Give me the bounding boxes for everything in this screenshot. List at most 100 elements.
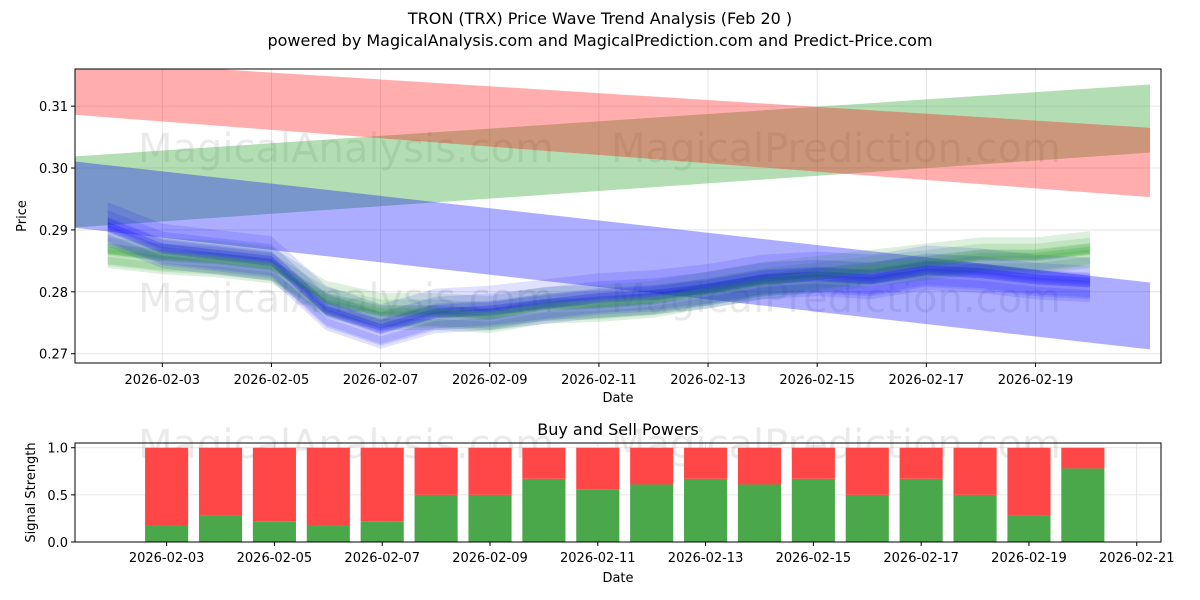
y-tick-label: 0.31 bbox=[39, 100, 68, 115]
buy-bar bbox=[522, 478, 566, 542]
sell-bar bbox=[360, 447, 404, 522]
y-tick-label: 0.28 bbox=[39, 286, 68, 301]
bar-chart-title: Buy and Sell Powers bbox=[537, 420, 699, 439]
x-tick-label: 2026-02-09 bbox=[452, 373, 528, 388]
buy-bar bbox=[576, 489, 620, 542]
x-tick-label: 2026-02-03 bbox=[125, 373, 201, 388]
x-tick-label: 2026-02-15 bbox=[776, 551, 852, 566]
green-wave-ribbon bbox=[107, 244, 1091, 321]
x-tick-label: 2026-02-15 bbox=[779, 373, 855, 388]
blue-wave-core bbox=[107, 221, 1091, 334]
trend-band bbox=[75, 84, 1151, 228]
buy-bar bbox=[630, 484, 674, 542]
chart-title: TRON (TRX) Price Wave Trend Analysis (Fe… bbox=[407, 9, 793, 28]
x-tick-label: 2026-02-07 bbox=[344, 551, 420, 566]
blue-wave-ribbon bbox=[107, 218, 1091, 333]
sell-bar bbox=[791, 447, 835, 479]
x-tick-label: 2026-02-07 bbox=[343, 373, 419, 388]
x-tick-label: 2026-02-13 bbox=[668, 551, 744, 566]
sell-bar bbox=[1007, 447, 1051, 516]
green-wave-ribbon bbox=[107, 243, 1091, 330]
x-tick-label: 2026-02-11 bbox=[560, 551, 636, 566]
buy-bar bbox=[360, 521, 404, 542]
x-tick-label: 2026-02-09 bbox=[452, 551, 528, 566]
bar-series bbox=[145, 447, 1105, 542]
x-axis-label: Date bbox=[602, 391, 633, 406]
sell-bar bbox=[737, 447, 782, 485]
x-axis-label: Date bbox=[602, 571, 633, 586]
sell-bar bbox=[684, 447, 728, 479]
watermark-text: MagicalAnalysis.com bbox=[138, 126, 554, 172]
y-axis-label: Signal Strength bbox=[24, 442, 39, 542]
green-wave-ribbon bbox=[107, 256, 1091, 334]
buy-bar bbox=[468, 494, 512, 542]
sell-bar bbox=[576, 447, 620, 490]
watermark-text: MagicalPrediction.com bbox=[611, 276, 1061, 322]
buy-bar bbox=[252, 521, 296, 542]
buy-bar bbox=[1007, 515, 1051, 542]
buy-bar bbox=[1061, 468, 1105, 542]
sell-bar bbox=[414, 447, 458, 495]
trend-band bbox=[75, 69, 1151, 198]
y-tick-label: 0.27 bbox=[39, 348, 68, 363]
x-tick-label: 2026-02-17 bbox=[889, 373, 965, 388]
x-tick-label: 2026-02-21 bbox=[1099, 551, 1175, 566]
watermark-text: MagicalAnalysis.com bbox=[138, 276, 554, 322]
buy-bar bbox=[414, 494, 458, 542]
sell-bar bbox=[899, 447, 943, 479]
buy-bar bbox=[306, 525, 350, 542]
watermark-group: MagicalAnalysis.com MagicalPrediction.com… bbox=[138, 126, 1061, 322]
x-tick-label: 2026-02-05 bbox=[234, 373, 310, 388]
watermark-text: MagicalPrediction.com bbox=[611, 126, 1061, 172]
blue-wave-ribbon bbox=[107, 202, 1091, 329]
buy-bar bbox=[145, 525, 189, 542]
x-tick-label: 2026-02-19 bbox=[991, 551, 1067, 566]
sell-bar bbox=[1061, 447, 1105, 469]
main-tick-labels: 2026-02-03 2026-02-05 2026-02-07 2026-02-09… bbox=[39, 100, 1073, 388]
y-axis-label: Price bbox=[15, 200, 30, 232]
x-tick-label: 2026-02-05 bbox=[237, 551, 313, 566]
x-tick-label: 2026-02-13 bbox=[670, 373, 746, 388]
x-tick-label: 2026-02-19 bbox=[998, 373, 1074, 388]
buy-bar bbox=[899, 478, 943, 542]
y-tick-label: 1.0 bbox=[47, 442, 68, 457]
trend-band bbox=[75, 161, 1151, 350]
sell-bar bbox=[145, 447, 189, 526]
sell-bar bbox=[953, 447, 997, 495]
sell-bar bbox=[468, 447, 512, 495]
y-tick-label: 0.30 bbox=[39, 162, 68, 177]
blue-wave-ribbon bbox=[107, 224, 1091, 346]
sell-bar bbox=[198, 447, 243, 516]
main-axes-frame bbox=[74, 68, 1162, 364]
x-tick-label: 2026-02-17 bbox=[883, 551, 959, 566]
green-wave-ribbon bbox=[107, 249, 1091, 331]
buy-bar bbox=[791, 478, 835, 542]
bar-tick-labels: 2026-02-03 2026-02-05 2026-02-07 2026-02-09… bbox=[47, 442, 1174, 566]
main-plot-area bbox=[75, 69, 1151, 350]
blue-wave-ribbon bbox=[107, 216, 1091, 344]
sell-bar bbox=[306, 447, 350, 526]
green-wave-ribbon bbox=[107, 237, 1091, 319]
sell-bar bbox=[522, 447, 566, 479]
main-grid bbox=[75, 69, 1161, 363]
buy-bar bbox=[198, 515, 243, 542]
y-tick-label: 0.0 bbox=[47, 536, 68, 551]
green-wave-core bbox=[107, 246, 1091, 320]
x-tick-label: 2026-02-03 bbox=[129, 551, 205, 566]
y-tick-label: 0.5 bbox=[47, 489, 68, 504]
buy-bar bbox=[737, 484, 782, 542]
buy-bar bbox=[845, 494, 889, 542]
green-wave-ribbon bbox=[107, 231, 1091, 318]
buy-bar bbox=[684, 478, 728, 542]
buy-bar bbox=[953, 494, 997, 542]
y-tick-label: 0.29 bbox=[39, 224, 68, 239]
sell-bar bbox=[252, 447, 296, 522]
bar-axes-frame bbox=[74, 442, 1162, 543]
sell-bar bbox=[630, 447, 674, 485]
blue-wave-ribbon bbox=[107, 210, 1091, 331]
x-tick-label: 2026-02-11 bbox=[561, 373, 637, 388]
blue-wave-ribbon bbox=[107, 234, 1091, 349]
chart-subtitle: powered by MagicalAnalysis.com and Magic… bbox=[267, 31, 933, 50]
